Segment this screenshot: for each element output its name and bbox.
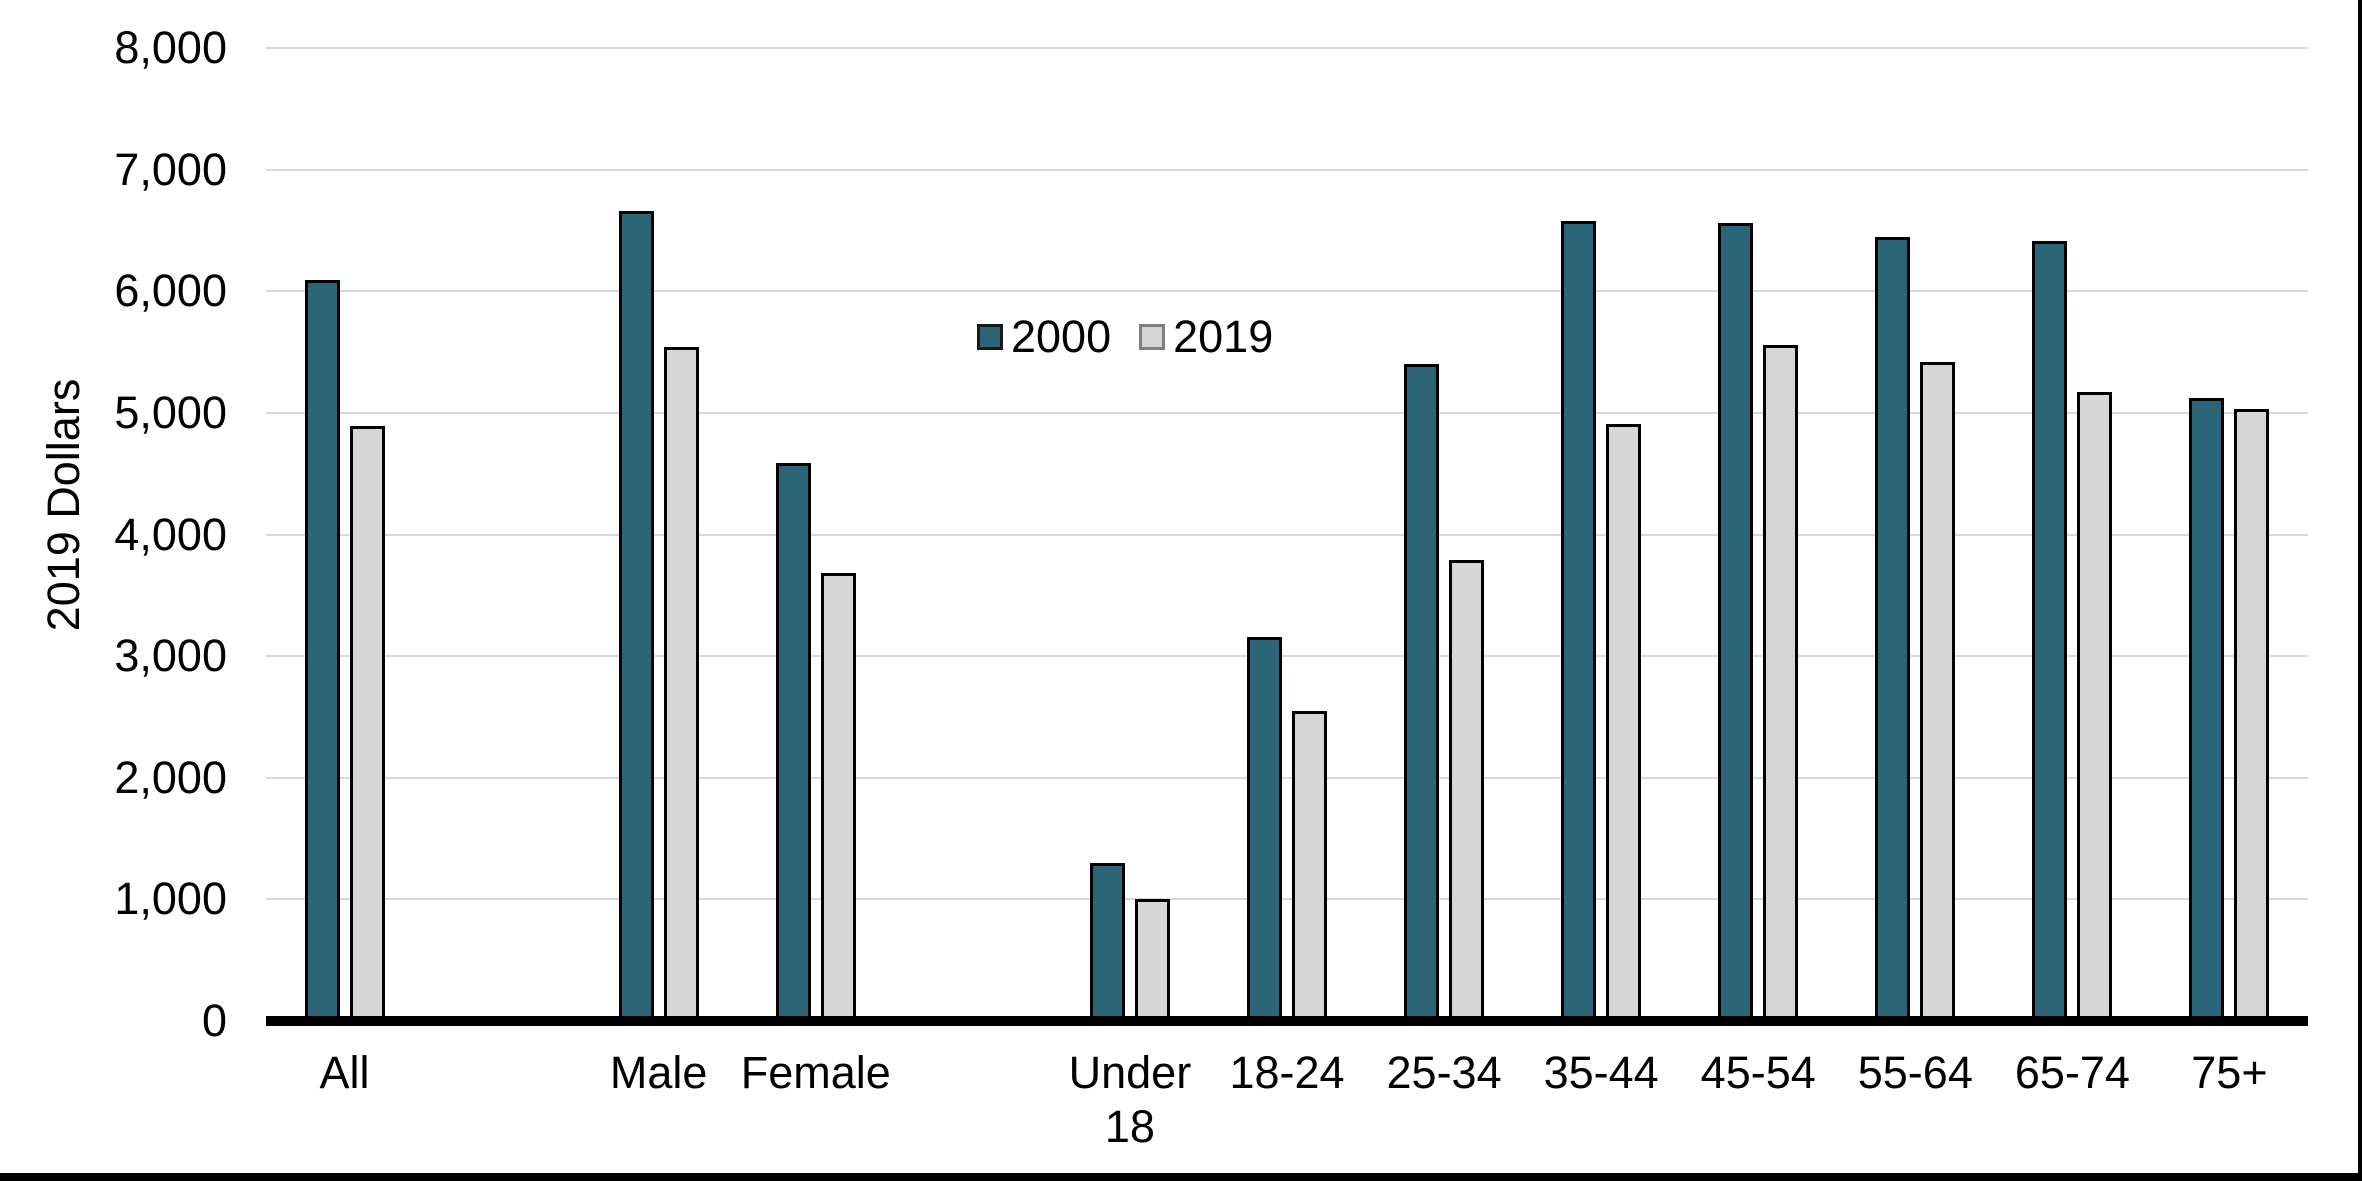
legend-label-2000: 2000	[1011, 311, 1112, 362]
x-axis-line	[266, 1016, 2308, 1026]
bar-2019-25-34	[1449, 560, 1485, 1021]
bar-2000-45-54	[1718, 223, 1754, 1021]
gridline-4000	[266, 533, 2308, 536]
legend-swatch-2000	[977, 324, 1003, 350]
bar-2000-male	[618, 210, 654, 1021]
x-tick-label-25-34: 25-34	[1386, 1047, 1502, 1098]
bar-2019-male	[663, 347, 699, 1021]
x-tick-label-35-44: 35-44	[1543, 1047, 1659, 1098]
gridline-8000	[266, 47, 2308, 49]
x-tick-label-female: Female	[740, 1047, 891, 1098]
y-tick-label-3000: 3,000	[114, 630, 227, 682]
plot-area	[266, 47, 2308, 1021]
gridline-2000	[266, 776, 2308, 779]
bar-2000-75+	[2189, 398, 2225, 1021]
x-tick-label-all: All	[319, 1047, 370, 1098]
bar-2019-65-74	[2077, 392, 2113, 1021]
x-tick-label-45-54: 45-54	[1700, 1047, 1816, 1098]
x-tick-label-65-74: 65-74	[2014, 1047, 2130, 1098]
x-tick-label-55-64: 55-64	[1857, 1047, 1973, 1098]
bar-2000-all	[304, 280, 340, 1021]
x-tick-label-male: Male	[609, 1047, 708, 1098]
bar-2000-female	[775, 462, 811, 1021]
y-tick-label-0: 0	[201, 995, 227, 1046]
legend-swatch-2019	[1139, 324, 1166, 350]
bar-2000-55-64	[1875, 236, 1911, 1021]
frame-right-border	[2358, 0, 2362, 1181]
bar-2019-female	[820, 573, 856, 1021]
bar-2019-35-44	[1606, 423, 1642, 1021]
bar-2019-75+	[2234, 409, 2270, 1021]
gridline-7000	[266, 168, 2308, 171]
bar-2000-18-24	[1247, 636, 1282, 1021]
bar-2019-all	[349, 426, 385, 1021]
y-tick-label-8000: 8,000	[114, 22, 227, 73]
bar-2019-18-24	[1292, 710, 1327, 1021]
bar-2000-35-44	[1561, 220, 1597, 1021]
x-tick-label-under-18: Under 18	[1068, 1047, 1192, 1152]
legend-label-2019: 2019	[1173, 311, 1274, 362]
y-tick-label-4000: 4,000	[114, 508, 227, 560]
bar-2000-65-74	[2032, 241, 2068, 1021]
bar-2000-under-18	[1089, 862, 1125, 1021]
x-tick-label-75+: 75+	[2191, 1047, 2268, 1098]
y-tick-label-2000: 2,000	[114, 751, 227, 803]
x-tick-label-18-24: 18-24	[1229, 1047, 1345, 1098]
gridline-3000	[266, 655, 2308, 658]
gridline-1000	[266, 898, 2308, 901]
bar-2019-55-64	[1920, 361, 1956, 1021]
bar-2019-45-54	[1763, 344, 1799, 1021]
gridline-5000	[266, 411, 2308, 414]
y-tick-label-1000: 1,000	[114, 873, 227, 925]
y-tick-label-6000: 6,000	[114, 265, 227, 317]
y-tick-label-7000: 7,000	[114, 143, 227, 195]
gridline-6000	[266, 290, 2308, 293]
y-tick-label-5000: 5,000	[114, 386, 227, 438]
bar-2019-under-18	[1134, 899, 1170, 1021]
bar-2000-25-34	[1404, 364, 1440, 1021]
frame-bottom-border	[0, 1173, 2362, 1181]
legend: 2000 2019	[977, 312, 1273, 362]
